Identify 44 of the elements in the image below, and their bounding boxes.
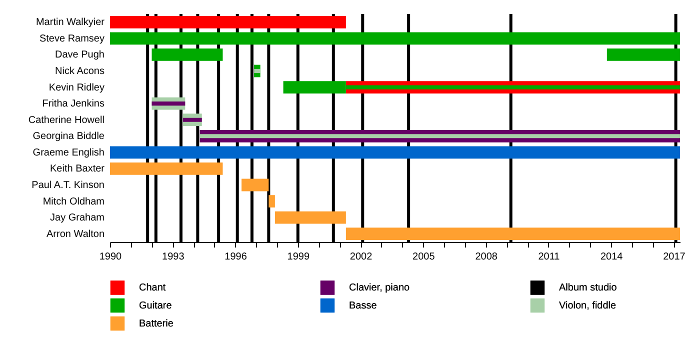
bar — [200, 134, 680, 138]
y-tick-label: Graeme English — [32, 147, 104, 158]
y-tick-label: Jay Graham — [50, 212, 104, 224]
bar — [346, 228, 680, 240]
y-tick-label: Steve Ramsey — [39, 33, 104, 44]
legend-label: Clavier, piano — [349, 282, 410, 294]
x-tick-label: 1996 — [224, 252, 248, 262]
x-tick-label: 1993 — [162, 252, 185, 262]
y-tick-label: Dave Pugh — [55, 50, 104, 61]
legend-label: Basse — [349, 300, 378, 312]
y-tick-label: Nick Acons — [55, 66, 104, 77]
bar — [242, 178, 269, 192]
y-tick-label: Fritha Jenkins — [42, 98, 104, 110]
x-tick-label: 2002 — [350, 252, 373, 262]
y-tick-label: Keith Baxter — [50, 164, 106, 175]
x-tick-label: 2017 — [663, 252, 686, 262]
bar — [110, 146, 680, 159]
x-tick-label: 2005 — [412, 252, 436, 262]
y-tick-label: Mitch Oldham — [42, 196, 104, 208]
bar — [110, 16, 346, 28]
bar — [268, 195, 275, 208]
y-tick-label: Paul A.T. Kinson — [32, 180, 104, 191]
y-tick-label: Kevin Ridley — [48, 82, 104, 94]
legend-label: Chant — [139, 282, 166, 294]
y-tick-label: Georgina Biddle — [32, 131, 105, 142]
x-tick-label: 2011 — [538, 252, 560, 262]
y-tick-label: Martin Walkyier — [36, 17, 106, 28]
bar — [152, 48, 223, 61]
bar — [183, 118, 202, 122]
x-tick-label: 1999 — [287, 252, 310, 262]
bar — [274, 211, 346, 224]
legend-label: Violon, fiddle — [559, 300, 617, 312]
x-tick-label: 1990 — [99, 252, 122, 262]
bar — [110, 162, 223, 175]
x-tick-label: 2014 — [600, 252, 624, 262]
bar — [254, 68, 260, 74]
y-tick-label: Catherine Howell — [28, 114, 104, 126]
bar — [110, 32, 680, 45]
legend-label: Batterie — [139, 318, 174, 330]
legend-label: Guitare — [139, 300, 172, 312]
y-tick-label: Arron Walton — [46, 228, 104, 240]
x-tick-label: 2008 — [475, 252, 498, 262]
bar — [152, 102, 186, 106]
legend-label: Album studio — [559, 282, 618, 294]
